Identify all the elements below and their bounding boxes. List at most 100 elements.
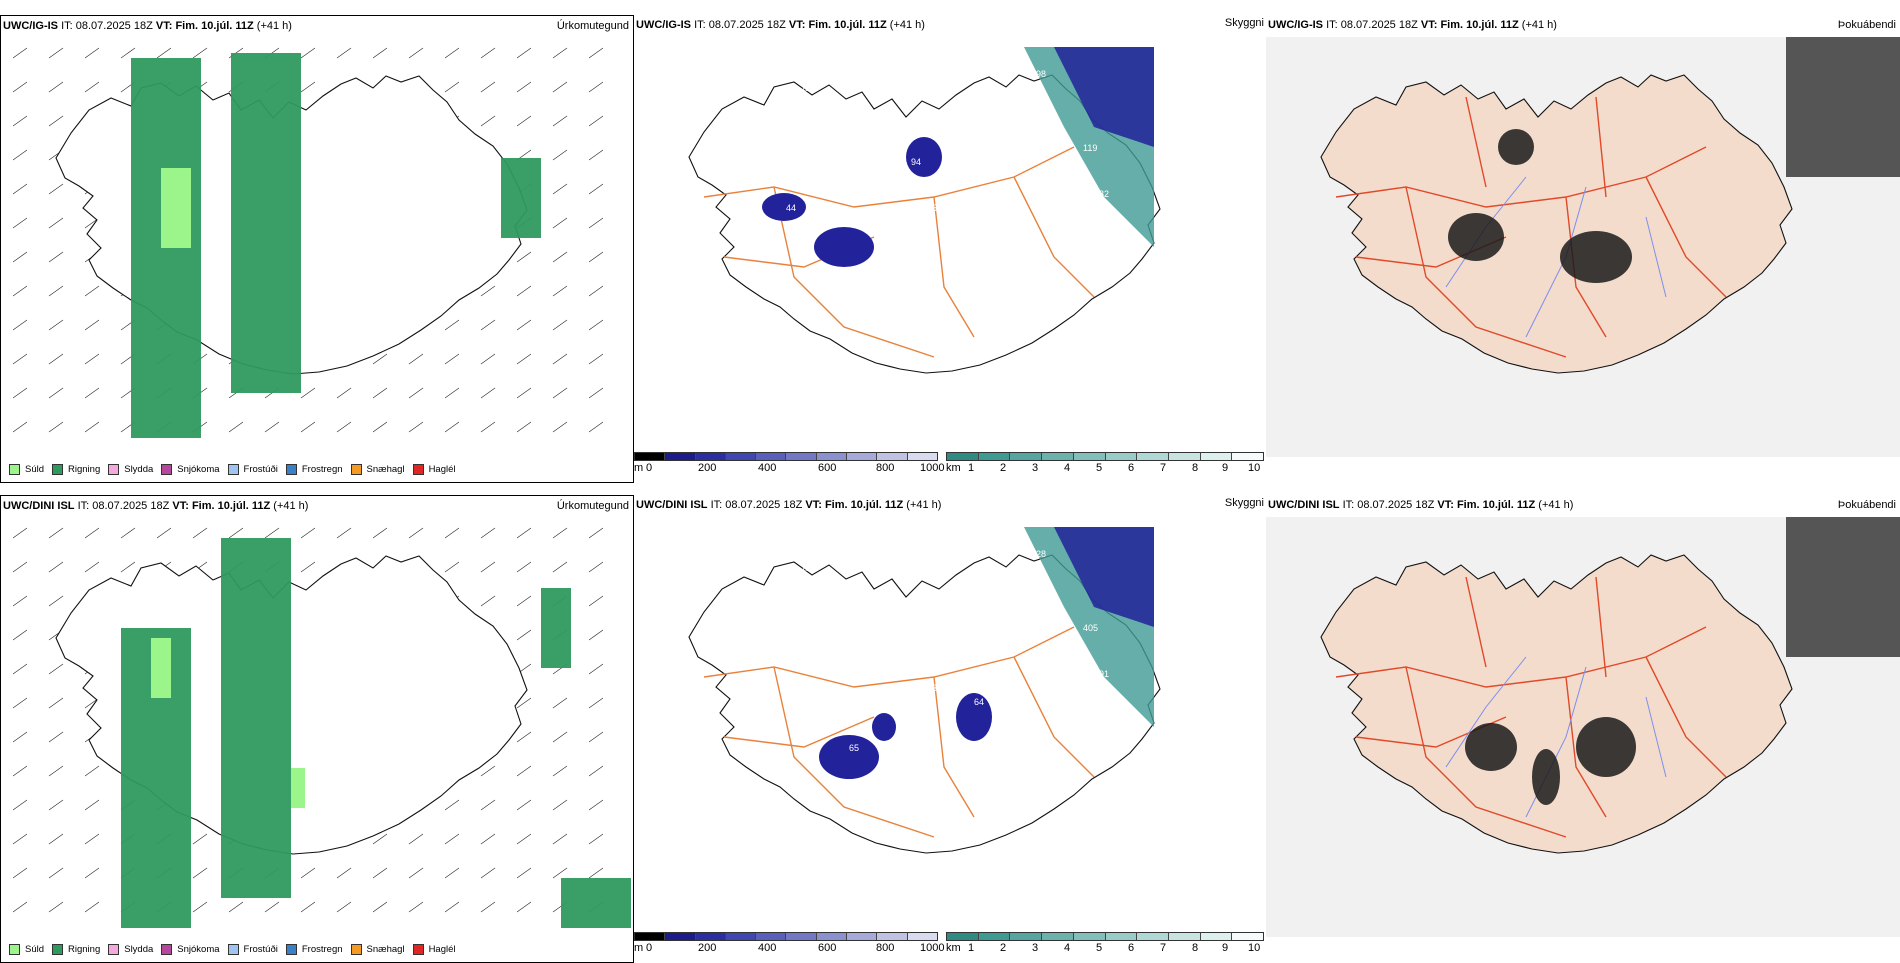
wind-barb	[84, 353, 100, 365]
wind-barb	[480, 319, 496, 331]
legend-snow: Snjókoma	[161, 943, 220, 955]
visibility-value: 67	[1021, 249, 1031, 259]
road-line	[1595, 96, 1607, 198]
wind-barb	[480, 595, 496, 607]
fog-area	[1532, 749, 1560, 805]
wind-barb	[12, 561, 28, 573]
wind-barb	[516, 833, 532, 845]
wind-barb	[588, 353, 604, 365]
visibility-value: 128	[801, 563, 816, 573]
wind-barb	[84, 765, 100, 777]
wind-barb	[588, 421, 604, 433]
legend-sleet: Slydda	[108, 943, 153, 955]
wind-barb	[48, 697, 64, 709]
wind-barb	[480, 387, 496, 399]
visibility-value: 98	[1068, 263, 1078, 273]
wind-barb	[48, 387, 64, 399]
wind-barb	[516, 47, 532, 59]
drizzle-area	[151, 638, 171, 698]
wind-barb	[48, 353, 64, 365]
wind-barb	[12, 595, 28, 607]
wind-barb	[12, 833, 28, 845]
wind-barb	[588, 867, 604, 879]
low-visibility-area	[956, 693, 992, 741]
wind-barb	[372, 527, 388, 539]
wind-barb	[48, 527, 64, 539]
wind-barb	[444, 353, 460, 365]
river-line	[1645, 216, 1667, 298]
wind-barb	[408, 387, 424, 399]
wind-barb	[408, 527, 424, 539]
fog-area	[1576, 717, 1636, 777]
visibility-value: 405	[1083, 623, 1098, 633]
wind-barb	[480, 901, 496, 913]
wind-barb	[12, 629, 28, 641]
iceland-coastline	[1320, 74, 1793, 374]
wind-barb	[516, 285, 532, 297]
visibility-value: 480	[942, 563, 957, 573]
visibility-panel-1: UWC/IG-IS IT: 08.07.2025 18Z VT: Fim. 10…	[634, 15, 1268, 483]
wind-barb	[12, 731, 28, 743]
visibility-value: 122	[989, 97, 1004, 107]
wind-barb	[588, 149, 604, 161]
wind-barb	[444, 901, 460, 913]
wind-barb	[552, 421, 568, 433]
wind-barb	[12, 663, 28, 675]
wind-barb	[12, 115, 28, 127]
road-line	[1013, 656, 1095, 778]
wind-barb	[48, 217, 64, 229]
visibility-value: 68	[786, 683, 796, 693]
wind-barb	[480, 285, 496, 297]
low-visibility-area	[1054, 47, 1154, 147]
wind-barb	[300, 47, 316, 59]
wind-barb	[444, 799, 460, 811]
visibility-panel-2: UWC/DINI ISL IT: 08.07.2025 18Z VT: Fim.…	[634, 495, 1268, 963]
rain-area	[221, 538, 291, 898]
wind-barb	[552, 561, 568, 573]
wind-barb	[84, 387, 100, 399]
dense-fog-area	[1786, 517, 1900, 657]
visibility-value: 129	[754, 69, 769, 79]
wind-barb	[12, 285, 28, 297]
wind-barb	[336, 421, 352, 433]
drizzle-area	[161, 168, 191, 248]
wind-barb	[84, 561, 100, 573]
wind-barb	[12, 319, 28, 331]
road-line	[773, 666, 935, 838]
visibility-value: 187	[754, 549, 769, 559]
wind-barb	[84, 867, 100, 879]
road-line	[1405, 666, 1567, 838]
fog-title-1: UWC/IG-IS IT: 08.07.2025 18Z VT: Fim. 10…	[1268, 19, 1557, 31]
wind-barb	[552, 251, 568, 263]
visibility-value: 36	[1005, 143, 1015, 153]
wind-barb	[12, 697, 28, 709]
wind-barb	[192, 901, 208, 913]
fog-label-2: Þokuábendi	[1837, 499, 1896, 511]
road-line	[773, 186, 935, 358]
visibility-value: 28	[1036, 549, 1046, 559]
wind-barb	[48, 731, 64, 743]
visibility-value: 38	[1068, 743, 1078, 753]
wind-barb	[552, 387, 568, 399]
wind-barb	[588, 663, 604, 675]
visibility-value: 60	[755, 757, 765, 767]
wind-barb	[300, 867, 316, 879]
wind-barb	[336, 901, 352, 913]
wind-barb	[480, 47, 496, 59]
wind-barb	[48, 251, 64, 263]
wind-barb	[552, 81, 568, 93]
visibility-value: 52	[880, 189, 890, 199]
wind-barb	[588, 251, 604, 263]
visibility-value: 117	[801, 83, 815, 93]
wind-barb	[300, 561, 316, 573]
wind-barb	[552, 319, 568, 331]
precip-legend-1: Súld Rigning Slydda Snjókoma Frostúði Fr…	[1, 460, 456, 478]
fog-map-2	[1266, 517, 1900, 937]
legend-drizzle: Súld	[9, 463, 44, 475]
wind-barb	[84, 47, 100, 59]
wind-barb	[444, 833, 460, 845]
visibility-value: 64	[974, 697, 984, 707]
wind-barb	[588, 765, 604, 777]
wind-barb	[84, 799, 100, 811]
road-line	[703, 146, 1075, 208]
